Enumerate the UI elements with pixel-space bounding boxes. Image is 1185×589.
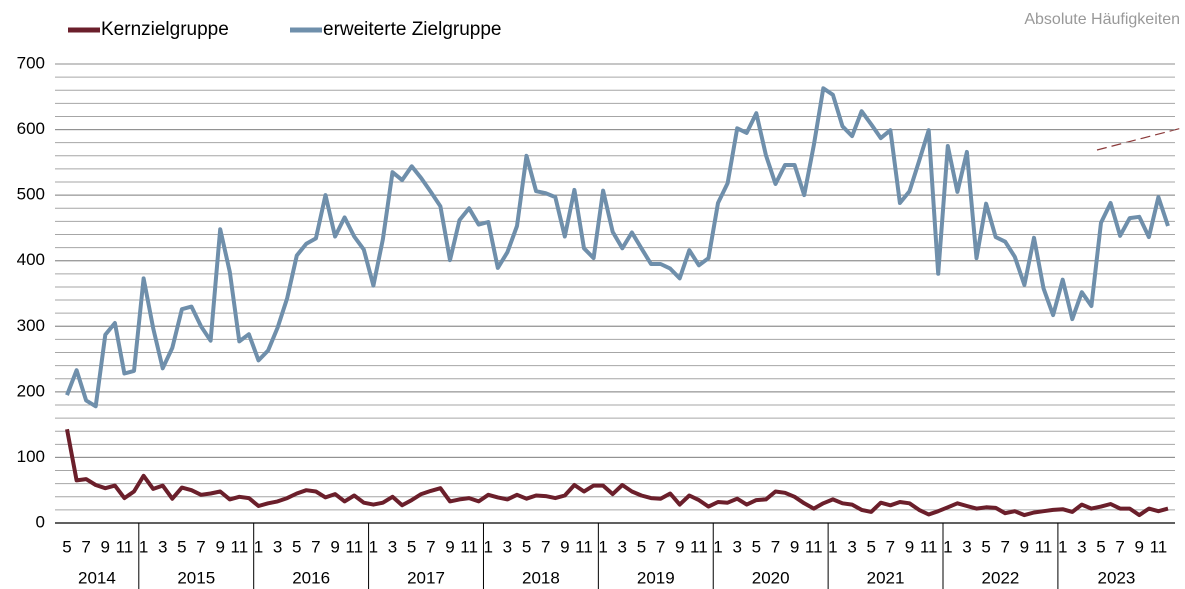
- x-tick-label: 5: [1096, 537, 1105, 556]
- x-tick-label: 11: [460, 537, 478, 556]
- x-tick-label: 9: [215, 537, 224, 556]
- x-tick-label: 9: [905, 537, 914, 556]
- year-label: 2014: [78, 568, 116, 587]
- x-tick-label: 11: [575, 537, 593, 556]
- x-tick-label: 1: [828, 537, 837, 556]
- x-tick-label: 11: [690, 537, 708, 556]
- x-tick-label: 7: [656, 537, 665, 556]
- year-label: 2019: [637, 568, 675, 587]
- x-tick-label: 5: [62, 537, 71, 556]
- x-tick-label: 7: [541, 537, 550, 556]
- year-label: 2021: [867, 568, 905, 587]
- x-tick-label: 1: [943, 537, 952, 556]
- x-tick-label: 7: [1001, 537, 1010, 556]
- year-label: 2023: [1098, 568, 1136, 587]
- x-tick-label: 3: [1077, 537, 1086, 556]
- x-tick-label: 7: [81, 537, 90, 556]
- year-label: 2020: [752, 568, 790, 587]
- x-tick-label: 3: [847, 537, 856, 556]
- x-tick-label: 1: [254, 537, 263, 556]
- x-tick-label: 9: [675, 537, 684, 556]
- x-tick-label: 11: [920, 537, 938, 556]
- year-label: 2016: [292, 568, 330, 587]
- x-tick-label: 9: [330, 537, 339, 556]
- y-tick-label: 400: [17, 250, 45, 269]
- year-label: 2022: [982, 568, 1020, 587]
- series-line: [65, 86, 1170, 409]
- x-tick-label: 5: [177, 537, 186, 556]
- x-tick-label: 1: [598, 537, 607, 556]
- x-tick-label: 7: [311, 537, 320, 556]
- x-tick-label: 11: [345, 537, 363, 556]
- x-tick-label: 3: [158, 537, 167, 556]
- year-label: 2018: [522, 568, 560, 587]
- y-tick-label: 0: [36, 512, 45, 531]
- x-tick-label: 9: [101, 537, 110, 556]
- x-tick-label: 11: [1035, 537, 1053, 556]
- x-tick-label: 1: [713, 537, 722, 556]
- x-tick-label: 1: [1058, 537, 1067, 556]
- series-line: [65, 428, 1169, 518]
- x-tick-label: 7: [196, 537, 205, 556]
- x-tick-label: 11: [116, 537, 134, 556]
- legend-label: erweiterte Zielgruppe: [323, 19, 501, 40]
- x-tick-label: 9: [790, 537, 799, 556]
- x-tick-label: 5: [522, 537, 531, 556]
- x-tick-label: 5: [407, 537, 416, 556]
- x-tick-label: 9: [445, 537, 454, 556]
- x-tick-label: 7: [886, 537, 895, 556]
- x-tick-label: 5: [292, 537, 301, 556]
- x-tick-label: 9: [560, 537, 569, 556]
- y-tick-label: 200: [17, 381, 45, 400]
- y-tick-label: 700: [17, 53, 45, 72]
- year-label: 2017: [407, 568, 445, 587]
- x-tick-label: 9: [1135, 537, 1144, 556]
- x-tick-label: 9: [1020, 537, 1029, 556]
- y-tick-label: 500: [17, 185, 45, 204]
- x-tick-label: 1: [484, 537, 493, 556]
- x-tick-label: 3: [388, 537, 397, 556]
- x-tick-label: 5: [752, 537, 761, 556]
- annotation: Absolute Häufigkeiten: [1024, 11, 1180, 28]
- x-tick-label: 7: [1115, 537, 1124, 556]
- x-tick-label: 11: [231, 537, 249, 556]
- x-tick-label: 5: [637, 537, 646, 556]
- x-tick-label: 3: [618, 537, 627, 556]
- x-tick-label: 3: [732, 537, 741, 556]
- y-tick-label: 600: [17, 119, 45, 138]
- x-tick-label: 3: [503, 537, 512, 556]
- x-tick-label: 7: [771, 537, 780, 556]
- x-tick-label: 3: [962, 537, 971, 556]
- x-tick-label: 7: [426, 537, 435, 556]
- legend-label: Kernzielgruppe: [101, 19, 229, 40]
- year-label: 2015: [177, 568, 215, 587]
- x-tick-label: 11: [805, 537, 823, 556]
- x-tick-label: 5: [981, 537, 990, 556]
- x-tick-label: 11: [1150, 537, 1168, 556]
- y-tick-label: 300: [17, 316, 45, 335]
- trend-decoration: [1096, 127, 1183, 151]
- y-tick-label: 100: [17, 447, 45, 466]
- x-tick-label: 3: [273, 537, 282, 556]
- x-tick-label: 1: [139, 537, 148, 556]
- x-tick-label: 1: [369, 537, 378, 556]
- x-tick-label: 5: [866, 537, 875, 556]
